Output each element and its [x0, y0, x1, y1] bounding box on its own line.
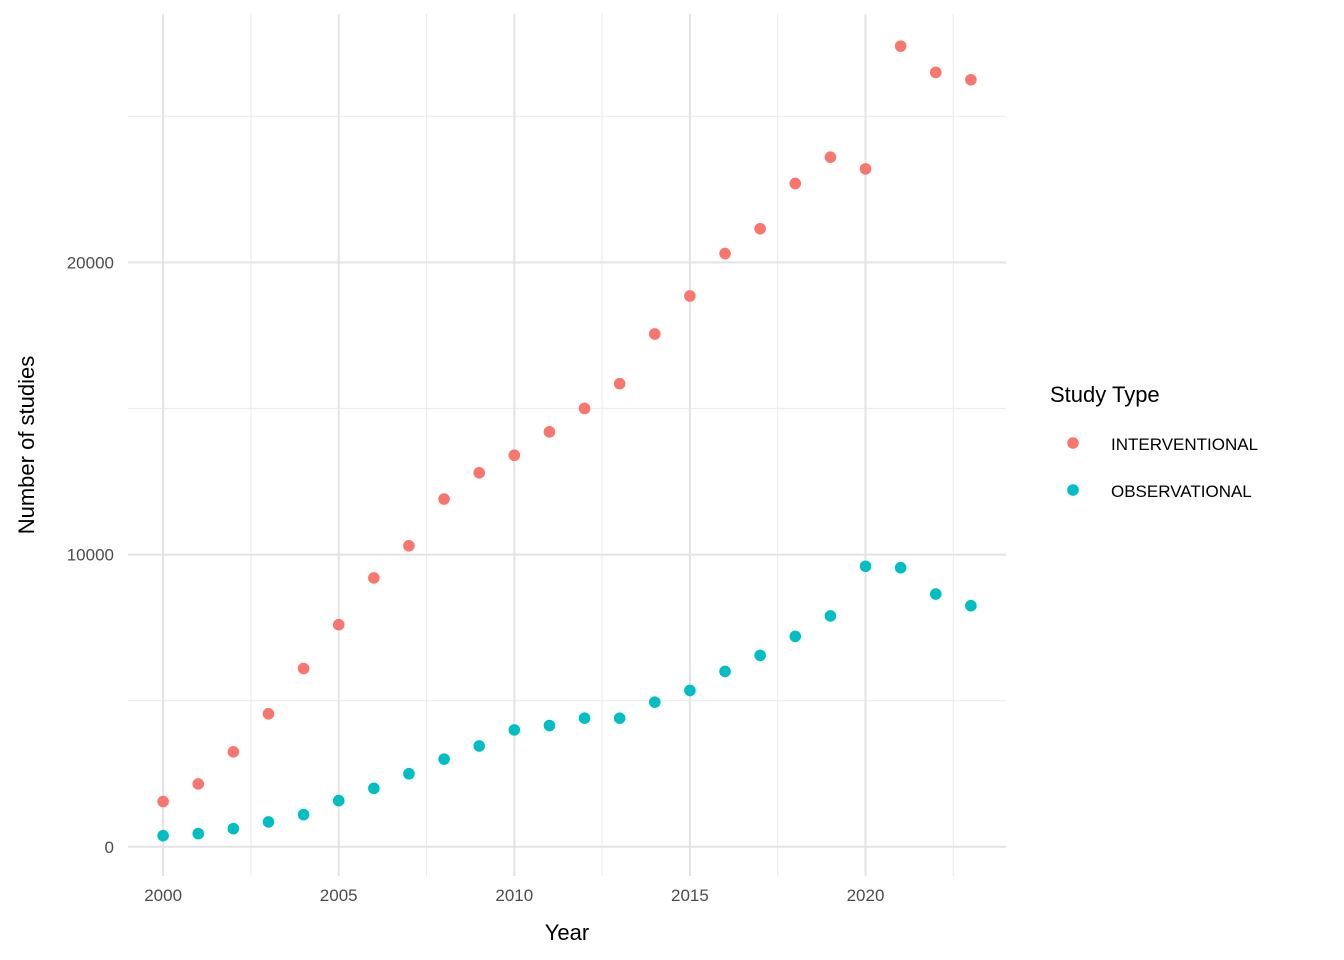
- y-axis-ticks: 0 10000 20000: [67, 253, 114, 856]
- x-tick-label: 2020: [847, 886, 885, 905]
- legend-key-observational: [1067, 484, 1079, 496]
- point-interventional: [929, 66, 942, 79]
- legend-key-interventional: [1067, 437, 1079, 449]
- point-observational: [719, 665, 731, 678]
- x-tick-label: 2015: [671, 886, 709, 905]
- grid-minor: [128, 14, 1006, 876]
- y-tick-label: 20000: [67, 253, 114, 272]
- point-observational: [859, 560, 872, 573]
- point-interventional: [157, 795, 169, 808]
- point-observational: [894, 561, 907, 574]
- x-tick-label: 2000: [144, 886, 182, 905]
- point-observational: [332, 794, 345, 807]
- point-interventional: [438, 493, 450, 505]
- point-interventional: [262, 708, 275, 720]
- point-interventional: [965, 73, 977, 86]
- point-interventional: [297, 662, 310, 675]
- point-interventional: [754, 222, 766, 235]
- point-observational: [227, 822, 240, 835]
- point-interventional: [894, 40, 907, 52]
- point-observational: [473, 740, 486, 752]
- grid-major: [128, 14, 1006, 876]
- point-observational: [543, 719, 556, 732]
- point-observational: [824, 610, 837, 622]
- legend-title: Study Type: [1050, 382, 1160, 407]
- point-observational: [157, 829, 169, 842]
- legend-label-interventional: INTERVENTIONAL: [1111, 435, 1258, 454]
- x-tick-label: 2010: [495, 886, 533, 905]
- point-interventional: [859, 163, 872, 175]
- point-observational: [965, 599, 977, 612]
- point-observational: [649, 696, 661, 708]
- y-tick-label: 0: [105, 838, 114, 857]
- point-interventional: [824, 151, 837, 163]
- point-observational: [403, 767, 415, 780]
- legend: Study Type INTERVENTIONAL OBSERVATIONAL: [1050, 382, 1258, 501]
- point-interventional: [508, 449, 521, 462]
- legend-items: INTERVENTIONAL OBSERVATIONAL: [1067, 435, 1258, 501]
- point-observational: [438, 753, 450, 765]
- point-interventional: [192, 778, 205, 790]
- point-observational: [929, 588, 942, 600]
- point-observational: [297, 808, 310, 821]
- point-interventional: [684, 290, 696, 302]
- point-observational: [684, 684, 696, 697]
- y-axis-title: Number of studies: [14, 356, 39, 535]
- point-interventional: [613, 377, 626, 390]
- point-observational: [368, 782, 380, 795]
- point-observational: [613, 712, 626, 725]
- point-observational: [754, 649, 766, 662]
- legend-label-observational: OBSERVATIONAL: [1111, 482, 1252, 501]
- point-observational: [192, 827, 205, 840]
- x-axis-title: Year: [545, 920, 589, 945]
- x-axis-ticks: 2000 2005 2010 2015 2020: [144, 886, 884, 905]
- point-interventional: [649, 328, 661, 340]
- point-interventional: [368, 572, 380, 584]
- point-observational: [578, 712, 591, 725]
- point-interventional: [578, 402, 591, 415]
- point-interventional: [473, 466, 486, 479]
- point-interventional: [543, 426, 556, 438]
- point-interventional: [227, 746, 240, 758]
- point-interventional: [789, 177, 802, 190]
- y-tick-label: 10000: [67, 546, 114, 565]
- point-interventional: [403, 540, 415, 552]
- point-observational: [789, 630, 802, 643]
- point-observational: [262, 816, 275, 828]
- data-points: [157, 40, 977, 842]
- point-interventional: [332, 618, 345, 631]
- point-observational: [508, 724, 521, 736]
- x-tick-label: 2005: [320, 886, 358, 905]
- point-interventional: [719, 247, 731, 260]
